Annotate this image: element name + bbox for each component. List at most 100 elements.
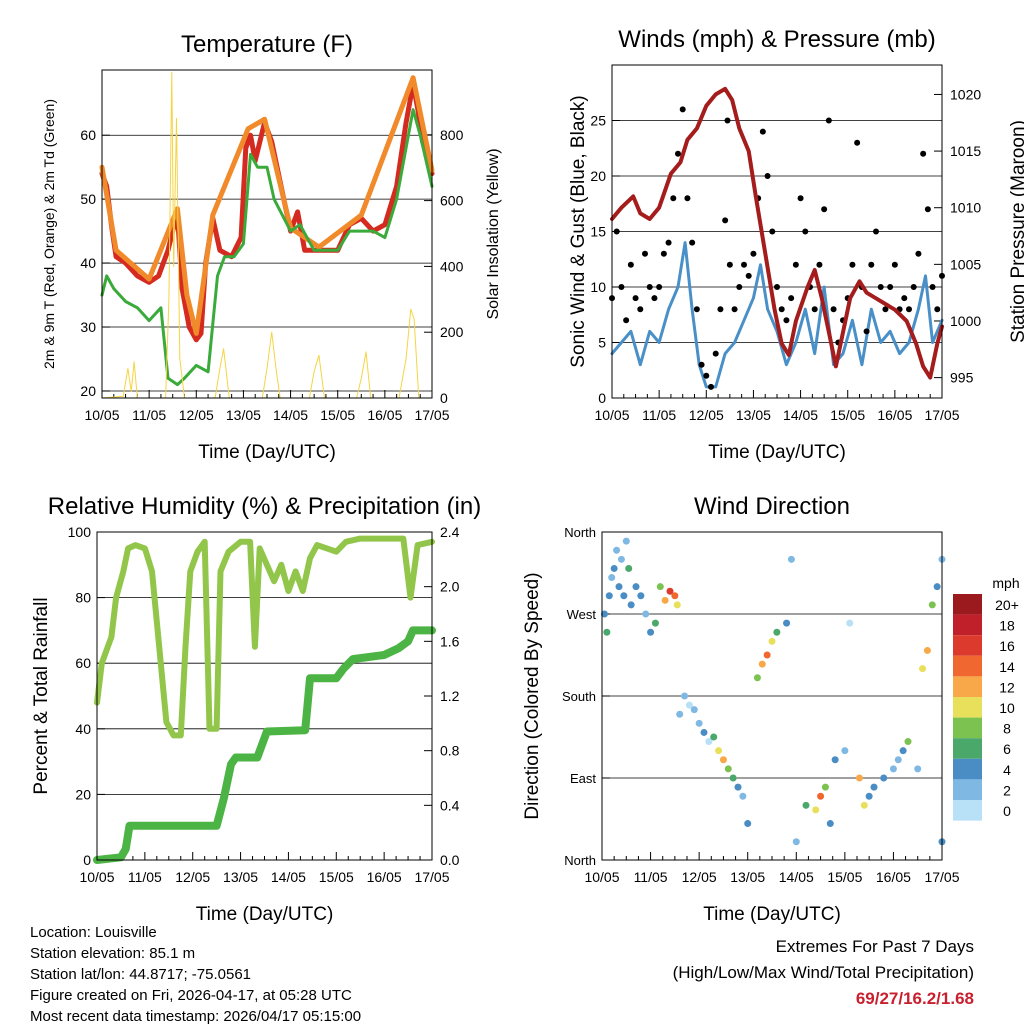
direction-point <box>681 692 689 700</box>
direction-point <box>610 564 618 572</box>
x-tick-label: 14/05 <box>779 869 814 885</box>
direction-point <box>620 592 628 600</box>
y2-tick-label: 995 <box>950 370 974 386</box>
x-tick-label: 15/05 <box>320 407 355 423</box>
gust-point <box>882 306 889 313</box>
direction-point <box>855 774 863 782</box>
y-tick-label: West <box>567 607 597 622</box>
x-tick-label: 14/05 <box>271 869 306 885</box>
gust-point <box>821 206 828 213</box>
gust-point <box>698 361 705 368</box>
gust-point <box>717 306 724 313</box>
x-tick-label: 16/05 <box>877 407 912 423</box>
y2-tick-label: 0.8 <box>440 743 460 759</box>
direction-point <box>605 592 613 600</box>
gust-point <box>891 261 898 268</box>
y2-axis-label: Station Pressure (Maroon) <box>1008 120 1024 343</box>
direction-point <box>744 820 752 828</box>
legend-swatch <box>953 594 982 615</box>
x-tick-label: 14/05 <box>783 407 818 423</box>
x-tick-label: 13/05 <box>226 407 261 423</box>
direction-point <box>826 820 834 828</box>
y2-tick-label: 1015 <box>950 143 981 159</box>
y-tick-label: North <box>564 853 596 868</box>
x-tick-label: 11/05 <box>642 407 676 423</box>
direction-point <box>753 674 761 682</box>
gust-point <box>642 250 648 257</box>
y-tick-label: 40 <box>80 255 96 271</box>
y-axis-label: Percent & Total Rainfall <box>31 597 52 794</box>
y-tick-label: 15 <box>590 224 606 240</box>
extremes-title: Extremes For Past 7 Days <box>775 937 974 956</box>
9m-t-line <box>99 75 435 336</box>
direction-point <box>894 756 902 764</box>
x-tick-label: 15/05 <box>319 869 354 885</box>
rh-panel <box>93 531 436 864</box>
direction-point <box>700 728 708 736</box>
gust-point <box>741 261 747 268</box>
y-tick-label: 100 <box>68 524 92 540</box>
location-text: Location: Louisville <box>30 924 157 941</box>
direction-point <box>625 564 633 572</box>
y-axis-label: Direction (Colored By Speed) <box>522 572 543 819</box>
extremes-subtitle: (High/Low/Max Wind/Total Precipitation) <box>672 963 974 982</box>
legend-label: 2 <box>1003 782 1011 798</box>
plot-frame <box>101 69 433 399</box>
x-tick-label: 10/05 <box>594 407 629 423</box>
gust-point <box>863 328 870 335</box>
legend-swatch <box>953 779 982 800</box>
direction-point <box>613 546 621 554</box>
gust-point <box>783 317 790 324</box>
direction-point <box>870 783 878 791</box>
direction-point <box>729 774 737 782</box>
y-tick-label: 0 <box>83 852 91 868</box>
direction-point <box>880 774 888 782</box>
direction-point <box>632 583 640 591</box>
x-axis-label: Time (Day/UTC) <box>708 442 846 463</box>
legend-label: 12 <box>999 679 1015 695</box>
gust-point <box>708 383 714 390</box>
direction-point <box>889 765 897 773</box>
direction-point <box>690 706 698 714</box>
gust-point <box>788 295 795 302</box>
gust-point <box>613 228 620 235</box>
extremes-box: Extremes For Past 7 Days (High/Low/Max W… <box>673 934 974 1012</box>
direction-point <box>671 592 679 600</box>
y-tick-label: 80 <box>75 590 91 606</box>
gust-point <box>679 106 686 113</box>
x-tick-label: 13/05 <box>223 869 258 885</box>
total-rainfall-line <box>93 626 436 864</box>
direction-point <box>617 555 625 563</box>
direction-point <box>899 747 907 755</box>
legend-label: 18 <box>999 618 1015 634</box>
legend-swatch <box>953 676 982 697</box>
gust-point <box>802 228 809 235</box>
legend-label: 20+ <box>995 597 1019 613</box>
direction-point <box>923 646 931 654</box>
direction-point <box>773 628 781 636</box>
y2-tick-label: 600 <box>440 193 464 209</box>
y2-tick-label: 0.4 <box>440 797 460 813</box>
legend-label: 16 <box>999 638 1015 654</box>
gust-point <box>901 295 908 302</box>
gust-point <box>816 261 823 268</box>
gust-point <box>637 306 644 313</box>
gust-point <box>627 261 634 268</box>
y2-tick-label: 1000 <box>950 313 981 329</box>
chart-title: Wind Direction <box>694 493 850 520</box>
y-tick-label: North <box>564 525 596 540</box>
direction-point <box>673 601 681 609</box>
gust-point <box>736 284 743 290</box>
gust-point <box>726 261 733 268</box>
direction-point <box>661 596 669 604</box>
station-pressure-line <box>610 86 944 380</box>
temp-panel <box>99 69 435 399</box>
latlon-text: Station lat/lon: 44.8717; -75.0561 <box>30 966 252 983</box>
gust-point <box>651 295 658 302</box>
direction-point <box>627 601 635 609</box>
plot-frame <box>601 531 943 861</box>
gust-point <box>623 317 630 324</box>
legend-title: mph <box>992 575 1019 591</box>
